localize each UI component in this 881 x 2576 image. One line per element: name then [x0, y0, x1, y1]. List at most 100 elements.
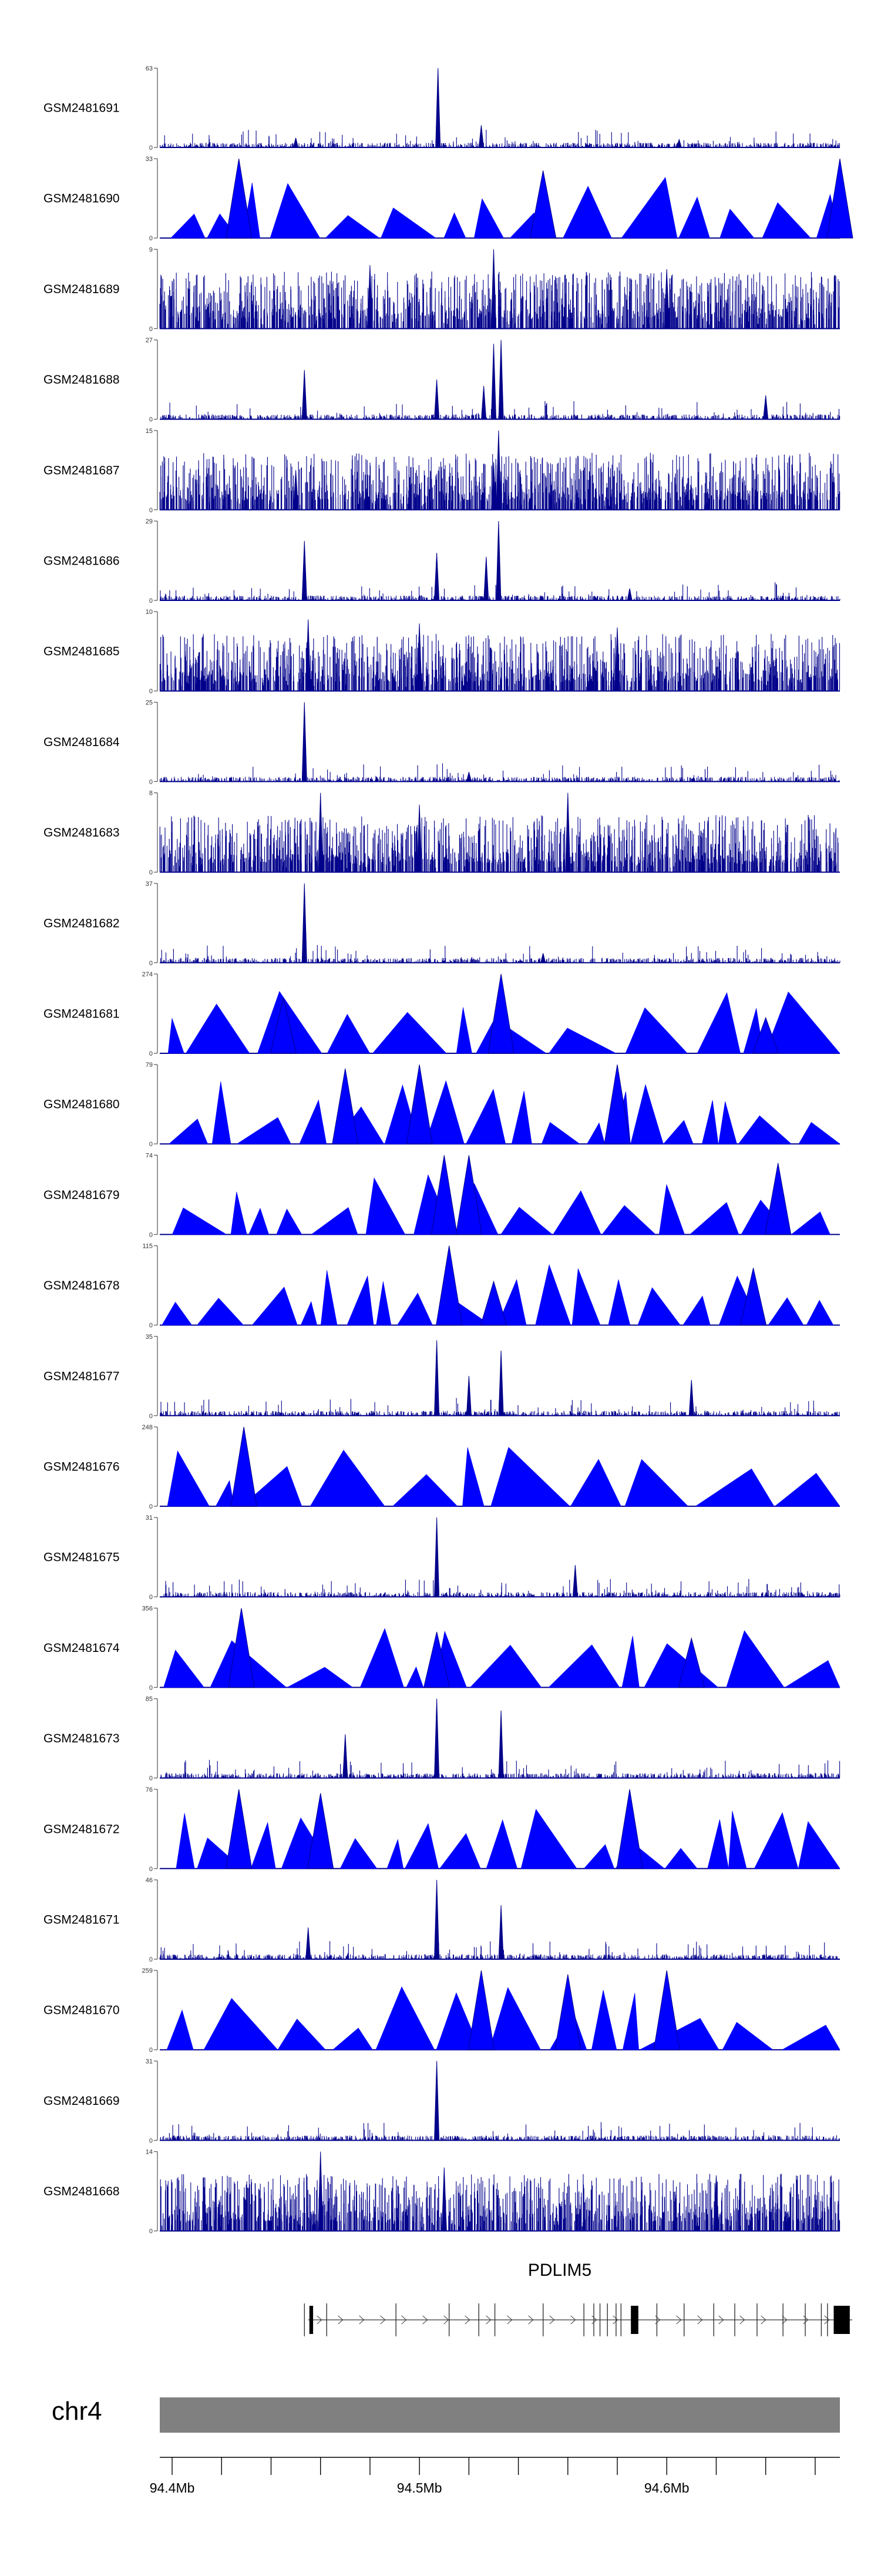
signal-peak — [614, 627, 620, 691]
signal-areas — [163, 1628, 840, 1688]
signal-areas — [168, 1080, 840, 1144]
y-zero-label: 0 — [149, 1050, 153, 1057]
signal-peak — [466, 772, 472, 782]
track-label: GSM2481685 — [43, 645, 120, 659]
y-max-label: 33 — [146, 156, 153, 163]
y-max-label: 10 — [146, 609, 153, 616]
signal-bars — [160, 2122, 840, 2141]
track-label: GSM2481690 — [43, 192, 120, 206]
signal-bars — [159, 634, 840, 691]
y-zero-label: 0 — [149, 325, 153, 333]
signal-peak — [307, 1793, 334, 1869]
signal-peak — [436, 1245, 463, 1326]
signal-peak — [416, 623, 422, 691]
signal-peak — [226, 1789, 253, 1869]
signal-peak — [305, 619, 311, 691]
y-max-label: 46 — [146, 1877, 153, 1884]
strand-arrow — [824, 2315, 830, 2325]
signal-peak — [466, 1376, 472, 1416]
signal-peak — [342, 1734, 348, 1779]
track-label: GSM2481681 — [43, 1007, 120, 1021]
signal-peak — [230, 1426, 257, 1507]
strand-arrow — [486, 2315, 492, 2325]
track-gsm2481686: GSM2481686 29 0 — [43, 518, 840, 604]
strand-arrow — [549, 2315, 555, 2325]
signal-bars — [160, 1578, 840, 1597]
signal-areas — [162, 1264, 834, 1325]
gene-track: PDLIM5 — [304, 2261, 853, 2336]
y-zero-label: 0 — [149, 1684, 153, 1691]
signal-peak — [455, 1155, 482, 1235]
track-gsm2481682: GSM2481682 37 0 — [43, 881, 840, 967]
signal-bars — [160, 2174, 840, 2231]
signal-peak — [498, 1710, 504, 1779]
track-gsm2481680: GSM2481680 79 0 — [43, 1062, 840, 1148]
signal-peak — [431, 1155, 458, 1235]
signal-peak — [752, 1016, 779, 1054]
signal-bars — [160, 130, 840, 147]
signal-peak — [498, 340, 504, 420]
track-label: GSM2481674 — [43, 1641, 120, 1655]
y-zero-label: 0 — [149, 1956, 153, 1963]
y-max-label: 35 — [146, 1334, 153, 1341]
signal-bars — [160, 1398, 840, 1416]
strand-arrow — [465, 2315, 470, 2325]
y-max-label: 76 — [146, 1786, 153, 1794]
strand-arrow — [507, 2315, 513, 2325]
track-gsm2481673: GSM2481673 85 0 — [43, 1696, 840, 1782]
track-gsm2481685: GSM2481685 10 0 — [43, 609, 840, 695]
track-label: GSM2481671 — [43, 1913, 120, 1927]
strand-arrow — [338, 2315, 344, 2325]
signal-bars — [160, 582, 840, 600]
signal-peak — [487, 973, 515, 1054]
track-label: GSM2481673 — [43, 1732, 120, 1745]
track-gsm2481679: GSM2481679 74 0 — [43, 1152, 840, 1238]
signal-bars — [160, 401, 840, 419]
signal-peak — [739, 1268, 767, 1326]
signal-peak — [604, 1064, 631, 1144]
signal-peak — [301, 883, 307, 963]
track-gsm2481687: GSM2481687 15 0 — [43, 428, 840, 514]
track-label: GSM2481691 — [43, 102, 120, 115]
signal-areas — [172, 1174, 830, 1235]
y-max-label: 85 — [146, 1696, 153, 1703]
signal-peak — [441, 2167, 447, 2232]
signal-areas — [167, 1447, 840, 1507]
signal-peak — [490, 462, 497, 511]
strand-arrow — [739, 2315, 745, 2325]
signal-peak — [496, 520, 502, 601]
signal-peak — [434, 1879, 440, 1960]
track-gsm2481670: GSM2481670 259 0 — [43, 1967, 840, 2054]
track-label: GSM2481686 — [43, 555, 120, 568]
x-tick-label: 94.4Mb — [150, 2480, 195, 2496]
signal-peak — [434, 1517, 440, 1597]
y-zero-label: 0 — [149, 1594, 153, 1601]
signal-peak — [434, 552, 440, 601]
strand-arrow — [761, 2315, 766, 2325]
signal-areas — [167, 991, 840, 1054]
signal-peak — [565, 792, 571, 873]
signal-peak — [480, 1280, 507, 1326]
strand-arrow — [782, 2315, 788, 2325]
signal-peak — [653, 1970, 680, 2050]
y-zero-label: 0 — [149, 1141, 153, 1148]
signal-peak — [490, 249, 497, 329]
signal-peak — [292, 137, 299, 148]
x-tick-label: 94.5Mb — [397, 2480, 442, 2496]
y-zero-label: 0 — [149, 145, 153, 152]
y-zero-label: 0 — [149, 1775, 153, 1782]
track-label: GSM2481669 — [43, 2094, 120, 2108]
track-label: GSM2481670 — [43, 2004, 120, 2017]
y-max-label: 31 — [146, 1514, 153, 1522]
signal-peak — [554, 1974, 581, 2050]
signal-peak — [318, 792, 324, 873]
track-label: GSM2481683 — [43, 826, 120, 839]
signal-peak — [293, 470, 299, 511]
y-max-label: 79 — [146, 1062, 153, 1069]
y-max-label: 8 — [149, 790, 153, 797]
signal-peak — [688, 1379, 694, 1416]
exon-block — [833, 2306, 850, 2334]
x-axis: 94.4Mb 94.5Mb 94.6Mb — [150, 2457, 840, 2496]
track-gsm2481668: GSM2481668 14 0 — [43, 2149, 840, 2235]
